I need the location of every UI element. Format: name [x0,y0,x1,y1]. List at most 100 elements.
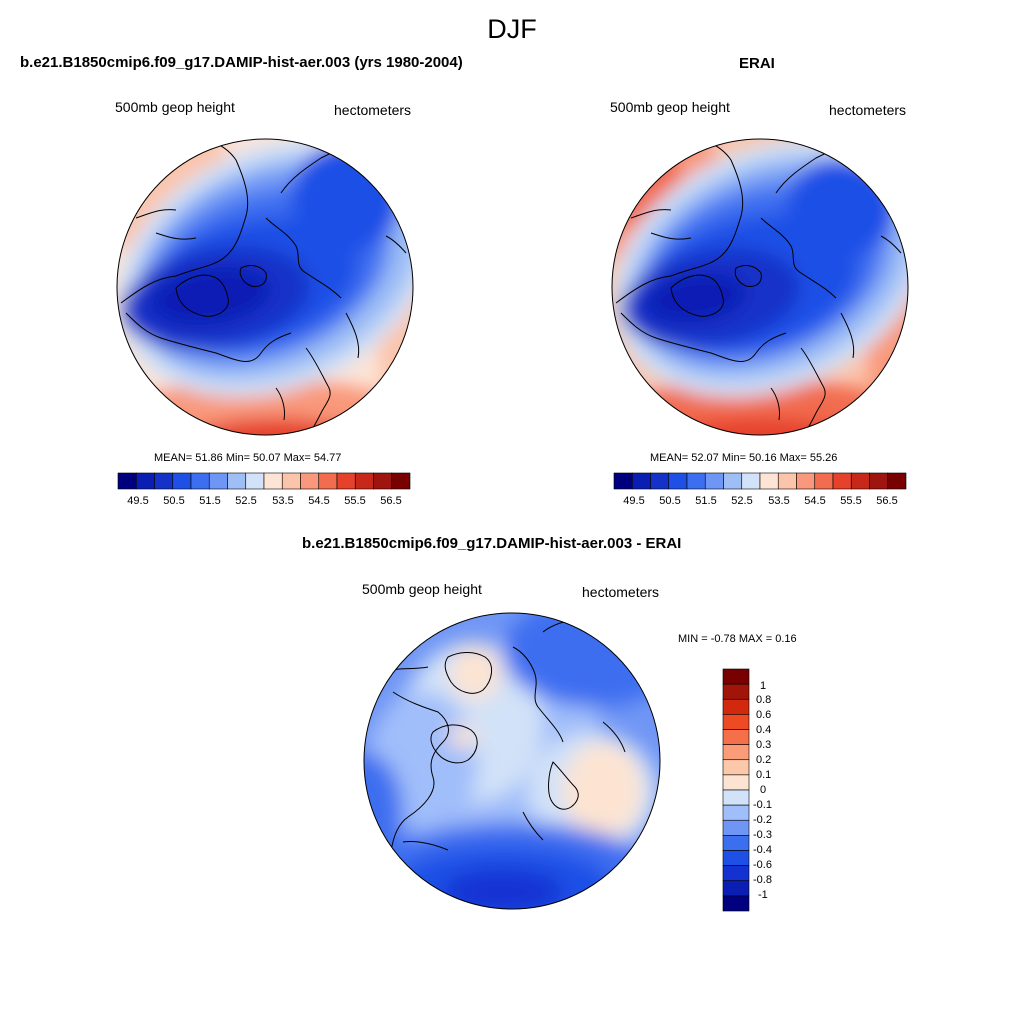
diff-colorbar-label: 0 [760,784,767,796]
panel2-colorbar-label: 50.5 [659,495,681,507]
field-patch [563,742,643,838]
diff-colorbar-label: -0.8 [753,874,772,886]
diff-colorbar-swatch [722,714,750,730]
diff-colorbar-swatch [722,895,750,912]
diff-colorbar-swatch [722,850,750,866]
panel1-colorbar-swatch [318,472,338,490]
field-patch [364,752,403,872]
map-boundary [611,138,909,436]
diff-colorbar-swatch [722,880,750,897]
diff-variable-label: 500mb geop height [362,581,482,597]
panel2-colorbar-label: 53.5 [768,495,790,507]
figure-title: DJF [487,14,537,44]
panel1-colorbar [117,472,411,490]
diff-colorbar-label: 0.1 [756,769,772,781]
panel2-colorbar-swatch [869,472,889,490]
diff-title: b.e21.B1850cmip6.f09_g17.DAMIP-hist-aer.… [302,535,682,552]
panel1-colorbar-swatch [245,472,265,490]
panel2-colorbar-label: 51.5 [695,495,717,507]
field-patch [786,158,896,258]
panel1-variable-label: 500mb geop height [115,99,235,115]
panel1-colorbar-swatch [336,472,356,490]
panel2-colorbar-swatch [850,472,870,490]
map-boundary [363,612,661,910]
panel1-colorbar-label: 49.5 [127,495,149,507]
diff-map [363,612,661,910]
diff-units-label: hectometers [582,584,660,600]
field-patch [449,725,477,749]
field-patch [503,613,660,707]
diff-colorbar-label: 0.6 [756,709,772,721]
panel1-colorbar-swatch [190,472,210,490]
panel1-colorbar-swatch [208,472,228,490]
panel2-units-label: hectometers [829,102,907,118]
panel2-colorbar-label: 55.5 [840,495,862,507]
diff-colorbar-label: 0.4 [756,724,772,736]
panel1-colorbar-swatch [172,472,192,490]
panel1-colorbar-swatch [281,472,301,490]
diff-colorbar-swatch [722,683,750,700]
panel2-colorbar-label: 56.5 [876,495,898,507]
panel2-colorbar-swatch [650,472,670,490]
panel2-colorbar-swatch [759,472,779,490]
diff-colorbar-swatch [722,804,750,821]
diff-colorbar-swatch [722,729,750,745]
panel1-map [116,138,414,436]
diff-colorbar-swatch [722,819,750,836]
diff-colorbar-label: 0.8 [756,694,772,706]
diff-colorbar-label: -0.4 [753,844,772,856]
panel1-colorbar-label: 51.5 [199,495,221,507]
coastlines [615,140,902,435]
diff-colorbar-label: 1 [760,680,767,692]
panel2-colorbar-swatch [796,472,816,490]
diff-colorbar-swatch [722,668,750,685]
panel1-colorbar-label: 55.5 [344,495,366,507]
panel2-colorbar-swatch [613,472,633,490]
panel2-map [611,138,909,436]
panel1-colorbar-swatch [300,472,320,490]
diff-colorbar-swatch [722,744,750,761]
field-patch [151,267,271,325]
panel2-colorbar-swatch [814,472,834,490]
panel1-title: b.e21.B1850cmip6.f09_g17.DAMIP-hist-aer.… [20,54,463,71]
panel2-colorbar-swatch [832,472,852,490]
panel2-title: ERAI [739,55,775,72]
diff-colorbar-label: -0.2 [753,814,772,826]
panel2-colorbar-swatch [704,472,724,490]
diff-colorbar-swatch [722,774,750,791]
panel2-colorbar-label: 52.5 [731,495,753,507]
diff-colorbar-label: -0.1 [753,799,772,811]
panel2-variable-label: 500mb geop height [610,99,730,115]
panel1-units-label: hectometers [334,102,412,118]
field-patch [291,143,401,253]
diff-colorbar-swatch [722,759,750,776]
panel2-colorbar [613,472,907,490]
panel1-colorbar-swatch [227,472,247,490]
panel2-colorbar-swatch [668,472,688,490]
panel1-colorbar-swatch [354,472,374,490]
panel2-colorbar-swatch [723,472,743,490]
panel1-colorbar-swatch [263,472,283,490]
field-patch [450,644,500,700]
panel1-colorbar-label: 52.5 [235,495,257,507]
diff-colorbar-swatch [722,789,750,806]
panel2-stats: MEAN= 52.07 Min= 50.16 Max= 55.26 [650,452,838,464]
diff-colorbar-label: 0.3 [756,739,772,751]
panel2-colorbar-label: 49.5 [623,495,645,507]
panel1-stats: MEAN= 51.86 Min= 50.07 Max= 54.77 [154,452,342,464]
panel1-colorbar-label: 53.5 [272,495,294,507]
field-patch [443,870,563,909]
diff-colorbar-swatch [722,865,750,882]
diff-colorbar-swatch [722,835,750,851]
panel2-colorbar-swatch [741,472,761,490]
panel1-colorbar-swatch [391,472,411,490]
diff-colorbar-swatch [722,698,750,715]
panel2-colorbar-swatch [631,472,651,490]
panel1-colorbar-swatch [135,472,155,490]
diff-colorbar-label: 0.2 [756,754,772,766]
field-patch [646,273,746,323]
panel1-colorbar-label: 56.5 [380,495,402,507]
panel1-colorbar-swatch [154,472,174,490]
map-boundary [116,138,414,436]
panel1-colorbar-swatch [373,472,393,490]
